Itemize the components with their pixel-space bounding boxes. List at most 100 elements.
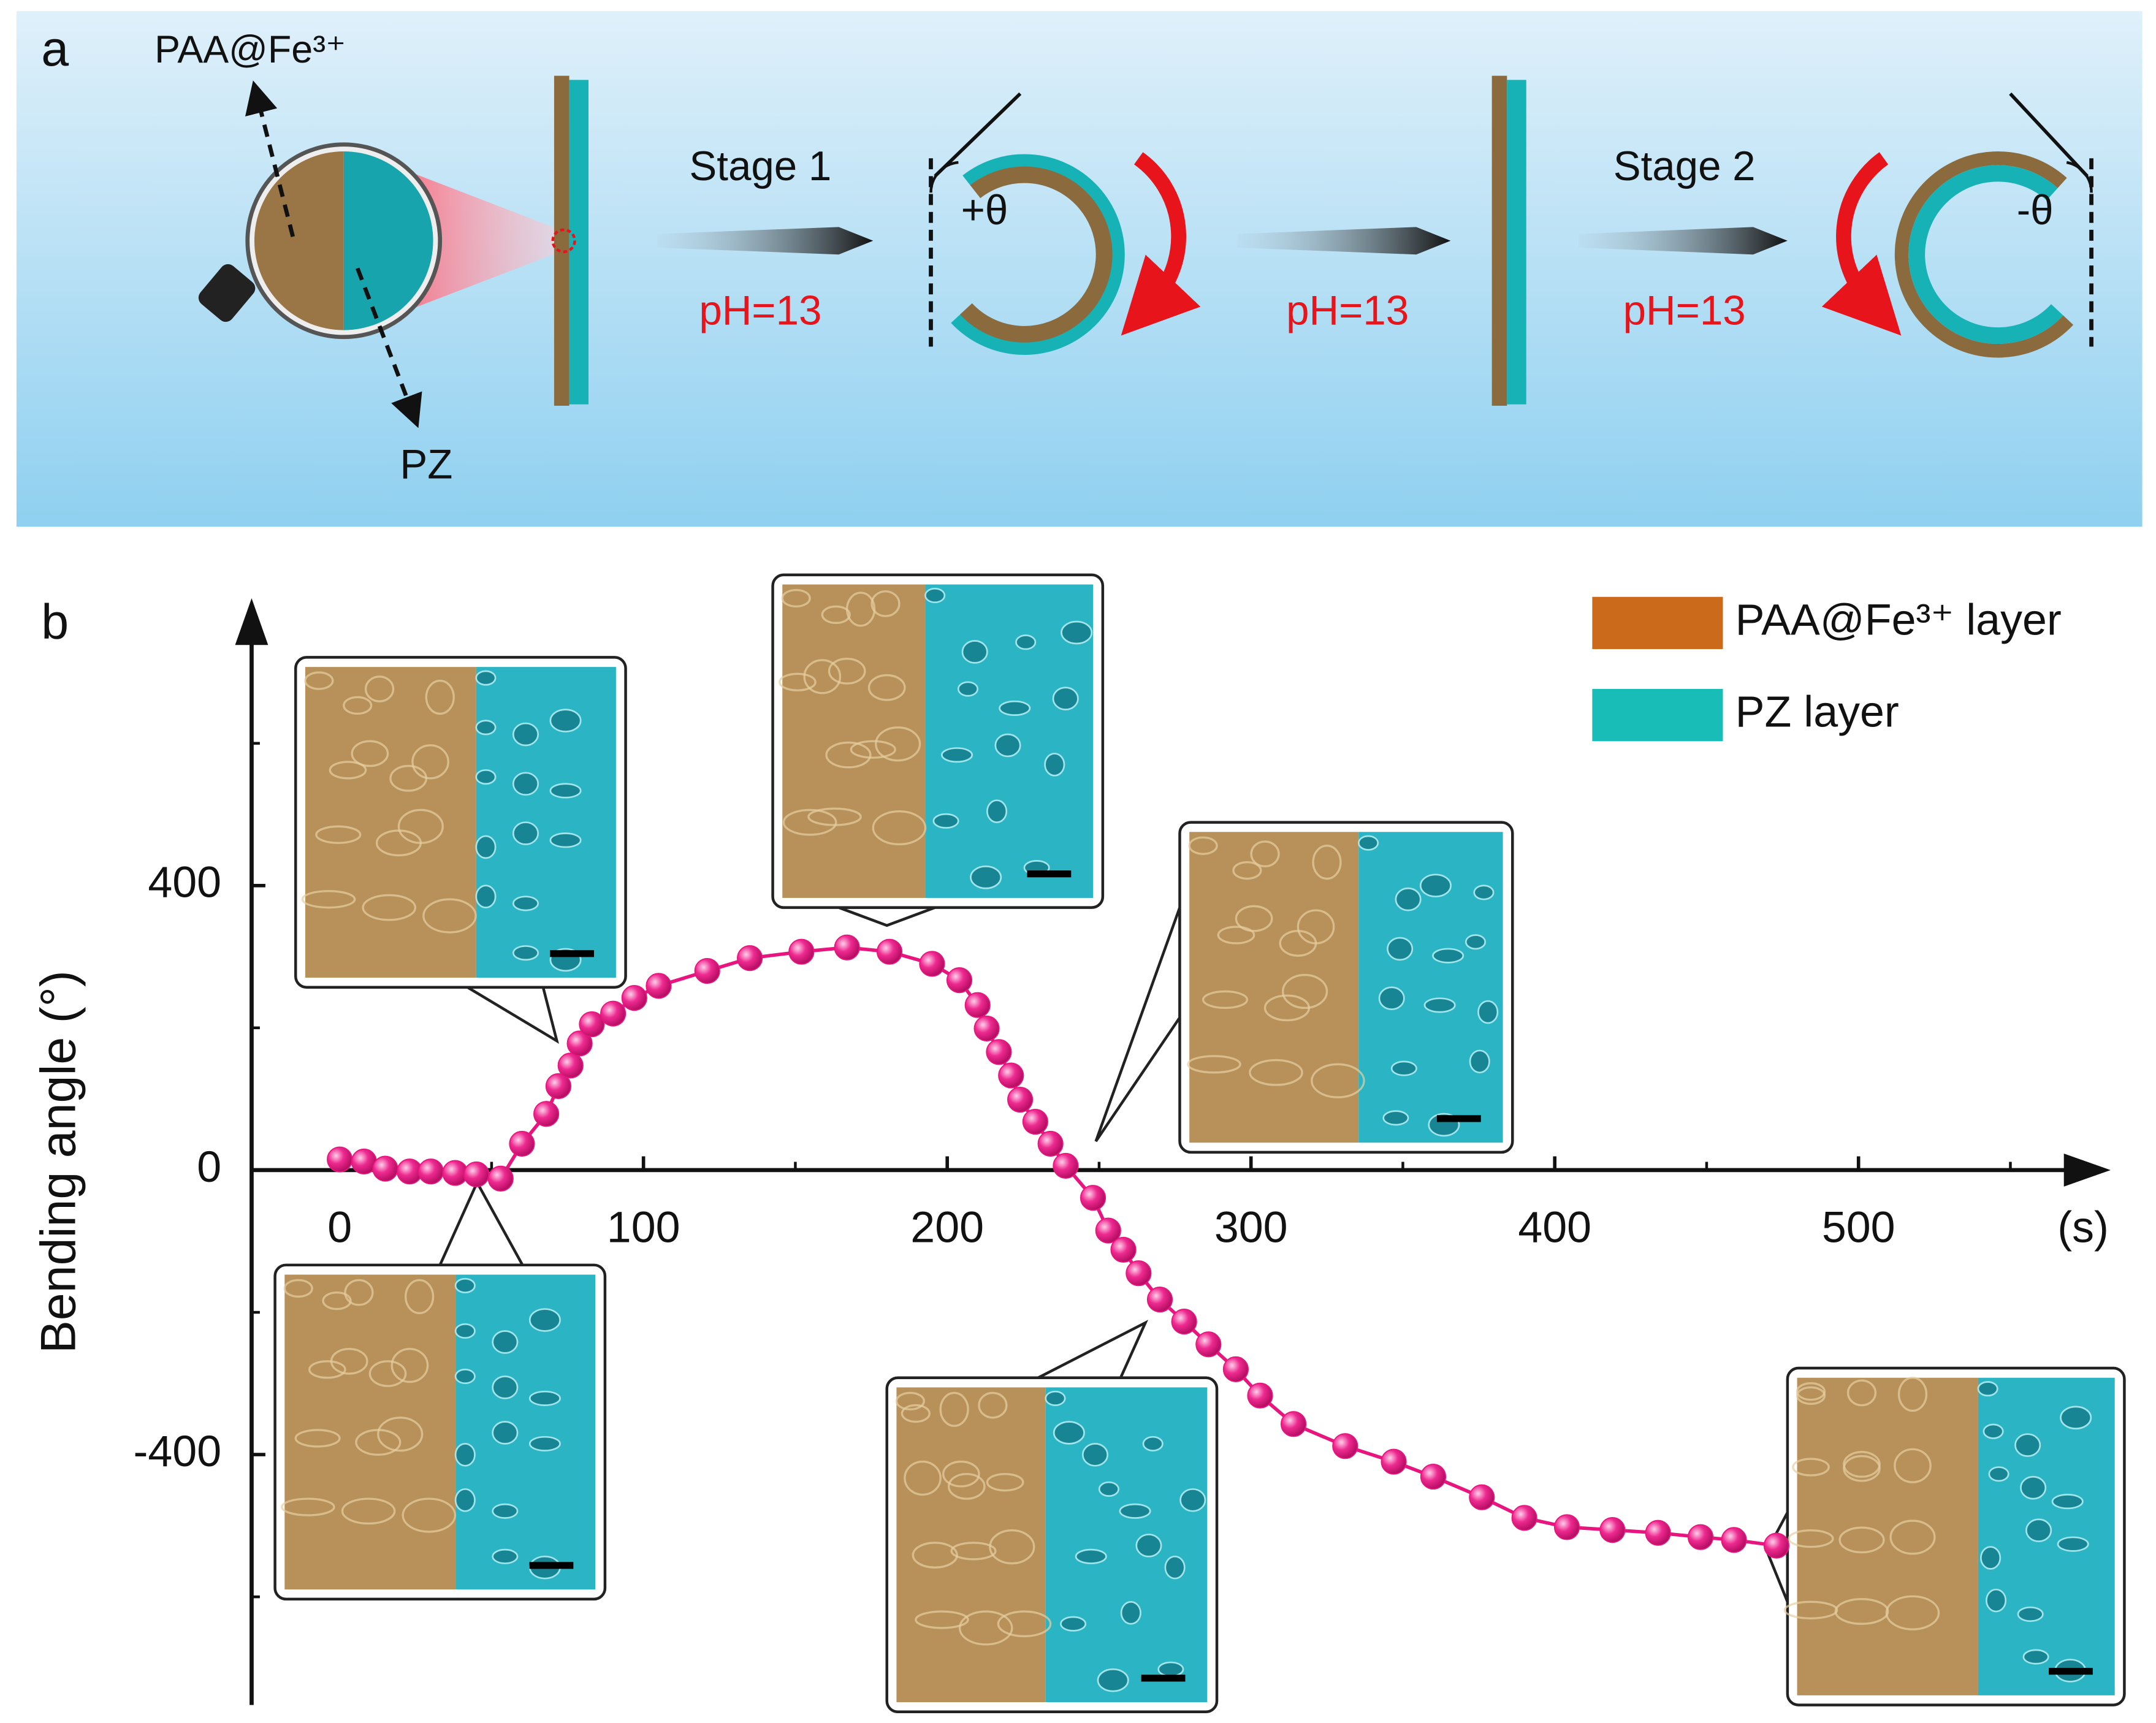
sem-texture <box>1312 845 1342 880</box>
scale-bar <box>1141 1675 1186 1682</box>
sem-paa-region <box>305 667 476 978</box>
sem-texture <box>315 825 362 844</box>
sem-texture <box>1060 1616 1087 1632</box>
sem-texture <box>422 898 477 934</box>
data-point <box>834 934 860 960</box>
data-point <box>1721 1527 1747 1553</box>
sem-texture <box>2057 1536 2089 1552</box>
sem-texture <box>425 679 455 715</box>
sem-texture <box>781 588 811 608</box>
data-point <box>737 945 763 972</box>
magnifier <box>198 142 443 340</box>
sem-texture <box>1075 1548 1107 1564</box>
callout-pointer <box>462 986 559 1044</box>
sem-texture <box>528 1436 561 1451</box>
sem-texture <box>1282 973 1328 1010</box>
sem-texture <box>1834 1598 1889 1625</box>
sem-texture <box>1469 1049 1490 1074</box>
data-point <box>1645 1520 1671 1546</box>
sem-texture <box>492 1503 519 1519</box>
data-point <box>1553 1514 1580 1540</box>
sem-texture <box>1081 1443 1109 1467</box>
sem-texture <box>1098 1481 1119 1497</box>
x-tick-label: 200 <box>910 1203 984 1252</box>
sem-texture <box>355 1429 402 1456</box>
x-axis-label: (s) <box>2057 1203 2109 1252</box>
sem-pz-region <box>455 1274 596 1590</box>
data-point <box>1420 1463 1447 1490</box>
dashed-arrow <box>245 80 295 237</box>
scale-bar <box>2049 1668 2093 1675</box>
sem-texture <box>978 1391 1008 1419</box>
sem-texture <box>2020 1475 2047 1500</box>
sem-texture <box>942 1460 980 1488</box>
data-point <box>1126 1260 1152 1287</box>
sem-texture <box>1382 1110 1409 1126</box>
sem-texture <box>1179 1488 1206 1512</box>
bilayer-strip <box>1491 75 1526 406</box>
sem-texture <box>950 1542 997 1561</box>
tangent-line <box>2009 92 2089 178</box>
data-point <box>1095 1217 1121 1244</box>
sem-texture <box>492 1548 519 1564</box>
sem-texture <box>970 865 1002 889</box>
sem-texture <box>932 813 959 829</box>
sem-texture <box>1977 1381 1998 1397</box>
sem-texture <box>986 799 1008 823</box>
sem-texture <box>344 1279 374 1306</box>
condition-label: pH=13 <box>1623 287 1746 333</box>
sem-texture <box>821 605 851 625</box>
sem-texture <box>941 747 973 763</box>
sem-texture <box>904 1460 942 1496</box>
sem-texture <box>1465 934 1487 950</box>
panel-label: a <box>41 21 69 77</box>
data-point <box>1469 1484 1495 1510</box>
sem-texture <box>994 733 1021 758</box>
sem-texture <box>2022 1649 2049 1665</box>
sem-texture <box>986 1473 1024 1492</box>
callout-pointer <box>1037 1320 1149 1379</box>
sem-texture <box>454 1443 476 1467</box>
sem-texture <box>281 1497 335 1516</box>
sem-texture <box>1796 1382 1826 1401</box>
sem-texture <box>1378 986 1405 1010</box>
process-arrow <box>1578 227 1788 255</box>
panel-a: a PAA@Fe³⁺ PZ Stage 1 pH=13 +θ pH=13 <box>16 11 2143 527</box>
sem-texture <box>364 675 395 702</box>
sem-texture <box>1217 926 1255 945</box>
sem-paa-region <box>1189 832 1359 1143</box>
sem-texture <box>1357 835 1379 851</box>
legend-swatch <box>1592 596 1723 649</box>
sem-texture <box>2014 1433 2041 1457</box>
sem-texture <box>1792 1458 1830 1477</box>
bent-bilayer <box>1894 151 2074 358</box>
data-point <box>509 1130 535 1157</box>
x-tick-label: 300 <box>1214 1203 1288 1252</box>
sem-texture <box>375 829 422 857</box>
data-point <box>1110 1236 1137 1263</box>
data-point <box>1037 1130 1064 1157</box>
sem-paa-region <box>284 1274 456 1590</box>
angle-label: +θ <box>961 188 1008 234</box>
sem-texture <box>512 772 539 796</box>
rotation-arrow <box>1121 152 1201 336</box>
sem-texture <box>1187 1055 1241 1074</box>
data-point <box>946 967 973 994</box>
sem-texture <box>1164 1555 1186 1580</box>
sem-texture <box>961 640 988 664</box>
sem-texture <box>947 1473 986 1500</box>
data-point <box>694 957 720 984</box>
x-tick-label: 100 <box>607 1203 680 1252</box>
sem-texture <box>322 1291 352 1310</box>
sem-texture <box>1423 997 1456 1013</box>
sem-texture <box>1097 1668 1129 1692</box>
data-point <box>487 1165 514 1192</box>
sem-texture <box>341 1497 396 1525</box>
sem-texture <box>475 769 497 785</box>
sem-texture <box>389 764 428 792</box>
data-point <box>1053 1152 1079 1179</box>
sem-texture <box>454 1368 476 1385</box>
data-point <box>1763 1532 1790 1559</box>
data-point <box>1222 1356 1249 1382</box>
